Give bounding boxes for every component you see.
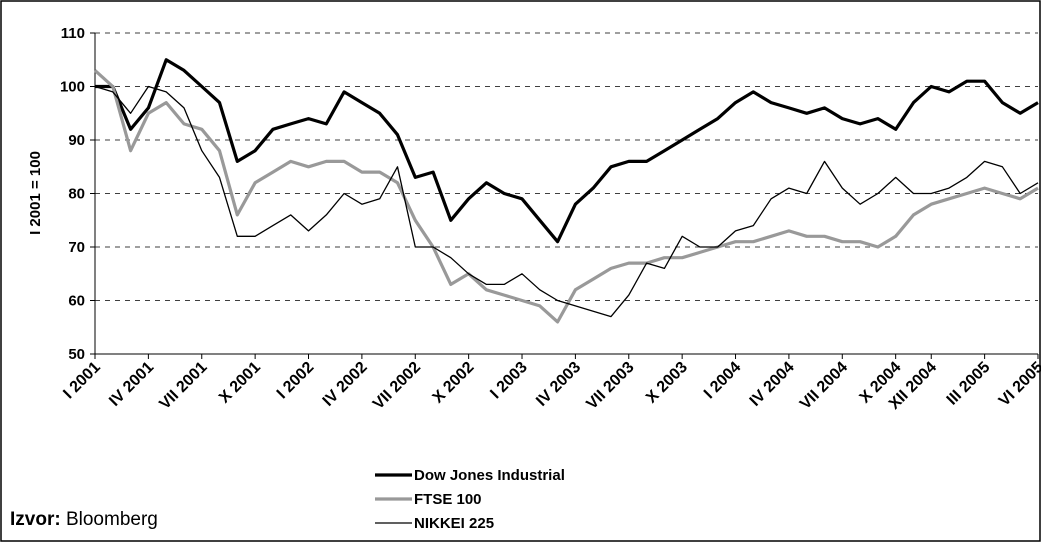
y-tick-label: 100 — [60, 79, 85, 96]
series-line — [95, 58, 1039, 244]
y-tick-label: 70 — [68, 239, 85, 256]
legend-label: FTSE 100 — [414, 491, 482, 508]
source-name: Bloomberg — [66, 509, 158, 530]
y-tick-label: 80 — [68, 186, 85, 203]
y-tick-label: 50 — [68, 346, 85, 363]
y-axis-label: I 2001 = 100 — [27, 151, 44, 235]
legend-label: NIKKEI 225 — [414, 515, 494, 532]
y-tick-label: 90 — [68, 132, 85, 149]
y-tick-label: 60 — [68, 293, 85, 310]
y-tick-label: 110 — [61, 25, 85, 42]
legend-label: Dow Jones Industrial — [414, 467, 565, 484]
source-label: Izvor: — [10, 509, 61, 530]
series-line — [94, 85, 1039, 318]
series-line — [93, 69, 1039, 324]
source: Izvor: Bloomberg — [10, 509, 158, 530]
